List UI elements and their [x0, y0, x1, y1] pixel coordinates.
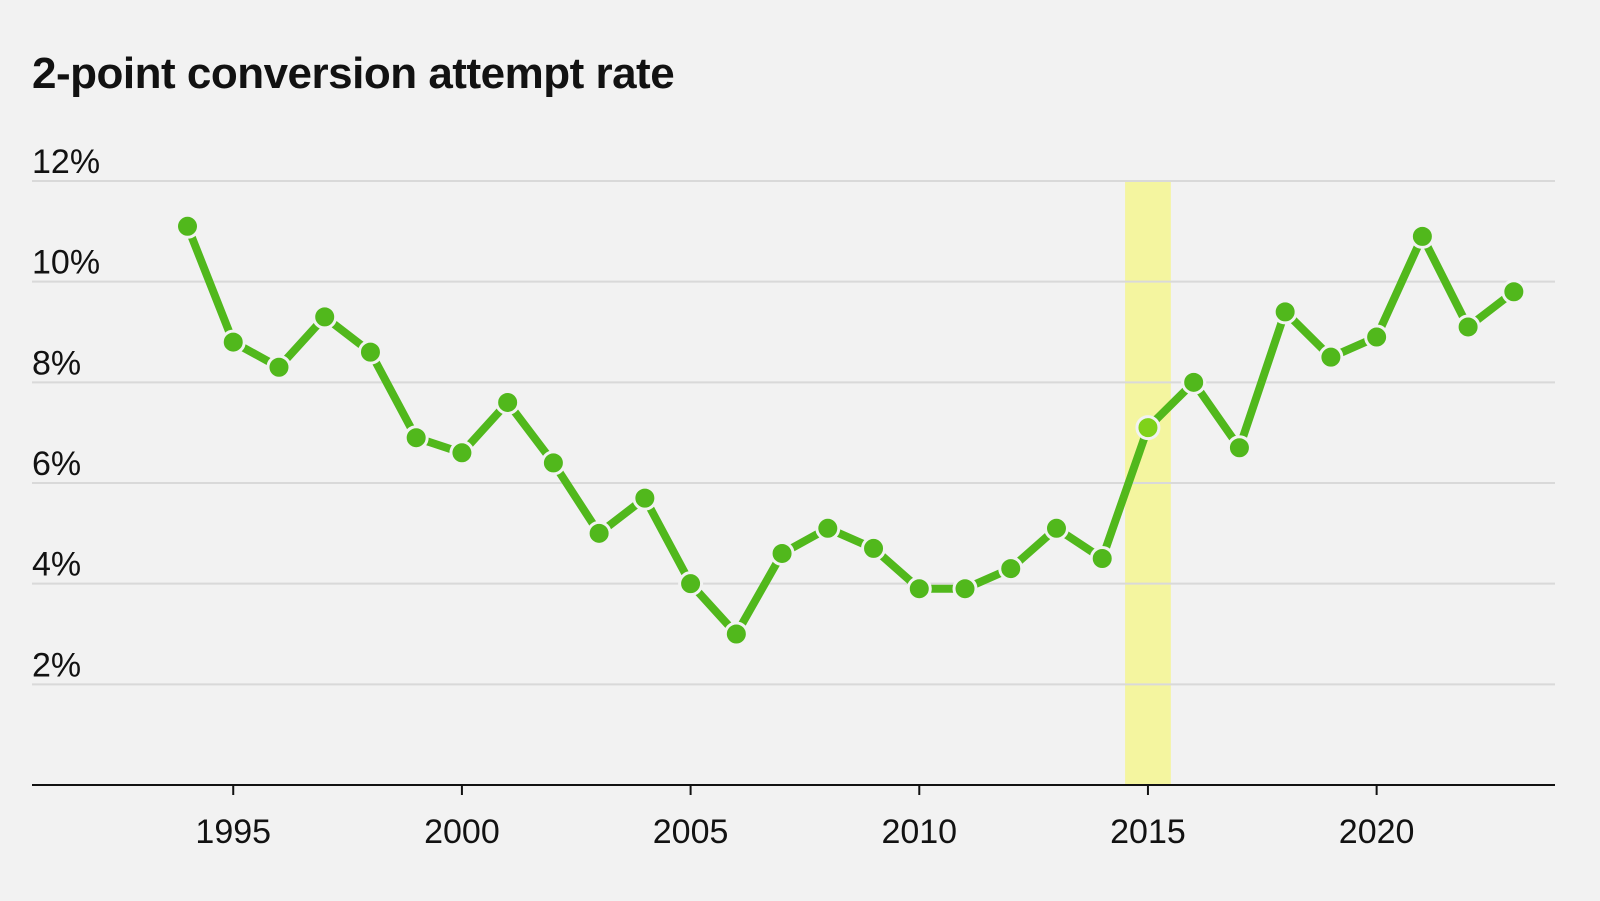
x-tick-labels: 1995 2000 2005 2010 2015 2020	[195, 813, 1414, 851]
data-point	[1181, 369, 1207, 395]
data-point	[1318, 344, 1344, 370]
x-tick-label: 2000	[424, 813, 500, 851]
data-point	[952, 576, 978, 602]
data-point	[175, 213, 201, 239]
data-point	[906, 576, 932, 602]
data-point	[1043, 515, 1069, 541]
data-point	[1089, 546, 1115, 571]
data-point	[403, 425, 429, 451]
data-point	[357, 339, 383, 365]
data-point	[449, 440, 475, 466]
data-point	[1135, 415, 1161, 441]
y-tick-label: 6%	[32, 445, 81, 483]
x-tick-label: 2015	[1110, 813, 1186, 851]
data-point	[1226, 435, 1252, 461]
series-line-layer	[183, 222, 1518, 638]
y-tick-labels: 2% 4% 6% 8% 10% 12%	[32, 143, 100, 684]
data-point	[586, 520, 612, 546]
series-points	[175, 213, 1527, 647]
x-tick-label: 1995	[195, 813, 271, 851]
data-point	[266, 354, 292, 380]
data-point	[1409, 223, 1435, 249]
data-point	[1364, 324, 1390, 350]
data-point	[632, 485, 658, 511]
gridlines	[32, 180, 1555, 686]
x-tick-label: 2005	[653, 813, 729, 851]
chart-title: 2-point conversion attempt rate	[32, 49, 675, 98]
data-point	[220, 329, 246, 355]
data-point	[312, 304, 338, 330]
data-point	[678, 571, 704, 597]
y-tick-label: 8%	[32, 344, 81, 382]
x-axis	[32, 784, 1555, 795]
data-point	[998, 556, 1024, 582]
data-point	[1455, 314, 1481, 340]
data-point	[1501, 279, 1527, 305]
data-point	[861, 535, 887, 561]
y-tick-label: 10%	[32, 244, 100, 282]
y-tick-label: 4%	[32, 546, 81, 584]
data-point	[723, 621, 749, 647]
data-point	[1272, 299, 1298, 325]
y-tick-label: 12%	[32, 143, 100, 181]
series-line	[183, 222, 1518, 638]
data-point	[769, 540, 795, 566]
y-tick-label: 2%	[32, 646, 81, 684]
x-tick-label: 2010	[881, 813, 957, 851]
data-point	[815, 515, 841, 541]
data-point	[495, 389, 521, 415]
x-tick-label: 2020	[1339, 813, 1415, 851]
data-point	[540, 450, 566, 476]
